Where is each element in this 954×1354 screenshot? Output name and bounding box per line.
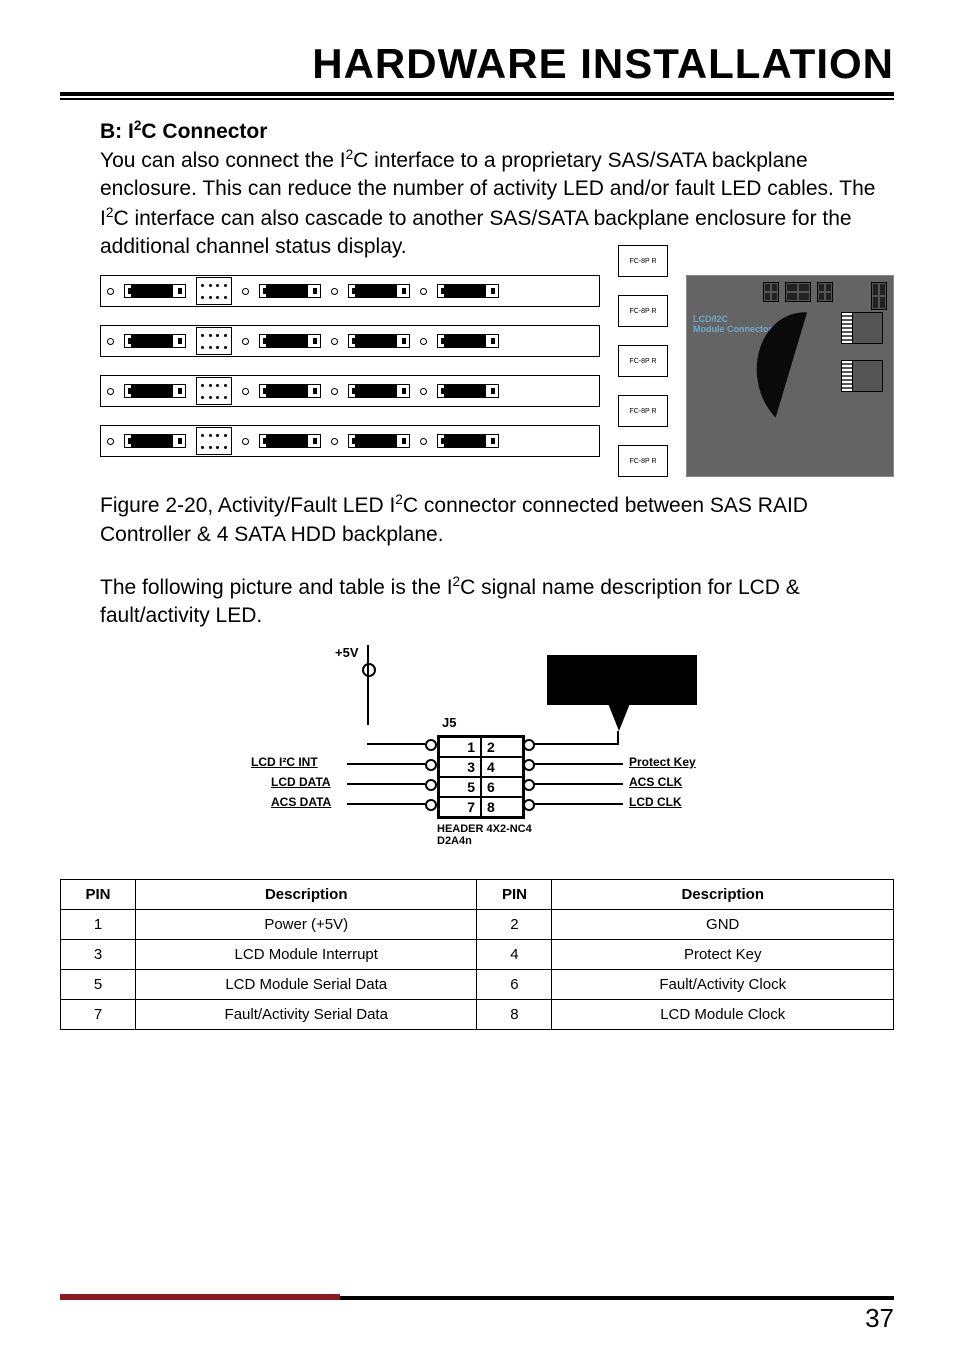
side-label: FC-8P R [618,295,668,327]
figure-1: FC-8P R FC-8P R FC-8P R FC-8P R FC-8P R … [100,275,894,477]
card-chip-icon [785,282,811,302]
title-rule-thin [60,98,894,100]
card-connector [841,312,883,344]
figure-1-caption: Figure 2-20, Activity/Fault LED I2C conn… [100,491,894,549]
card-connector-column [841,312,883,392]
card-chip-icon [871,282,887,310]
card-connector [841,360,883,392]
five-volt-label: +5V [335,645,359,660]
card-chip-icon [763,282,779,302]
page-number: 37 [865,1303,894,1334]
side-label-column: FC-8P R FC-8P R FC-8P R FC-8P R FC-8P R [618,275,668,477]
header-part-label: HEADER 4X2-NC4 D2A4n [437,823,532,847]
pin-header-block: 12 34 56 78 [437,735,525,819]
signal-label: LCD DATA [271,775,331,789]
side-label: FC-8P R [618,245,668,277]
title-rule-thick [60,92,894,96]
page-title: HARDWARE INSTALLATION [60,40,894,88]
paragraph-2: The following picture and table is the I… [100,573,894,631]
footer-accent-bar [60,1294,340,1300]
controller-card: LCD/I2C Module Connector [686,275,894,477]
card-chip-icon [817,282,833,302]
arrow-down-icon [607,701,631,731]
table-row: 7Fault/Activity Serial Data8LCD Module C… [61,999,894,1029]
table-body: 1Power (+5V)2GND3LCD Module Interrupt4Pr… [61,909,894,1029]
backplane-row [100,325,600,357]
section-heading: B: I2C Connector [100,118,894,144]
signal-label: LCD CLK [629,795,682,809]
table-row: 5LCD Module Serial Data6Fault/Activity C… [61,969,894,999]
backplane-stack [100,275,600,477]
signal-label: ACS DATA [271,795,331,809]
five-volt-wire [367,645,369,725]
backplane-row [100,375,600,407]
arrow-source-box [547,655,697,705]
j5-label: J5 [442,715,456,730]
table-header-row: PIN Description PIN Description [61,879,894,909]
backplane-row [100,275,600,307]
table-row: 1Power (+5V)2GND [61,909,894,939]
page: HARDWARE INSTALLATION B: I2C Connector Y… [0,0,954,1354]
table-row: 3LCD Module Interrupt4Protect Key [61,939,894,969]
pin-description-table: PIN Description PIN Description 1Power (… [60,879,894,1030]
five-volt-node [362,663,376,677]
figure-2: +5V J5 12 34 56 78 LCD I [237,645,717,865]
side-label: FC-8P R [618,445,668,477]
signal-label: ACS CLK [629,775,682,789]
signal-label: Protect Key [629,755,696,769]
backplane-row [100,425,600,457]
side-label: FC-8P R [618,345,668,377]
signal-label: LCD I²C INT [251,755,318,769]
section-body: You can also connect the I2C interface t… [100,146,894,261]
side-label: FC-8P R [618,395,668,427]
